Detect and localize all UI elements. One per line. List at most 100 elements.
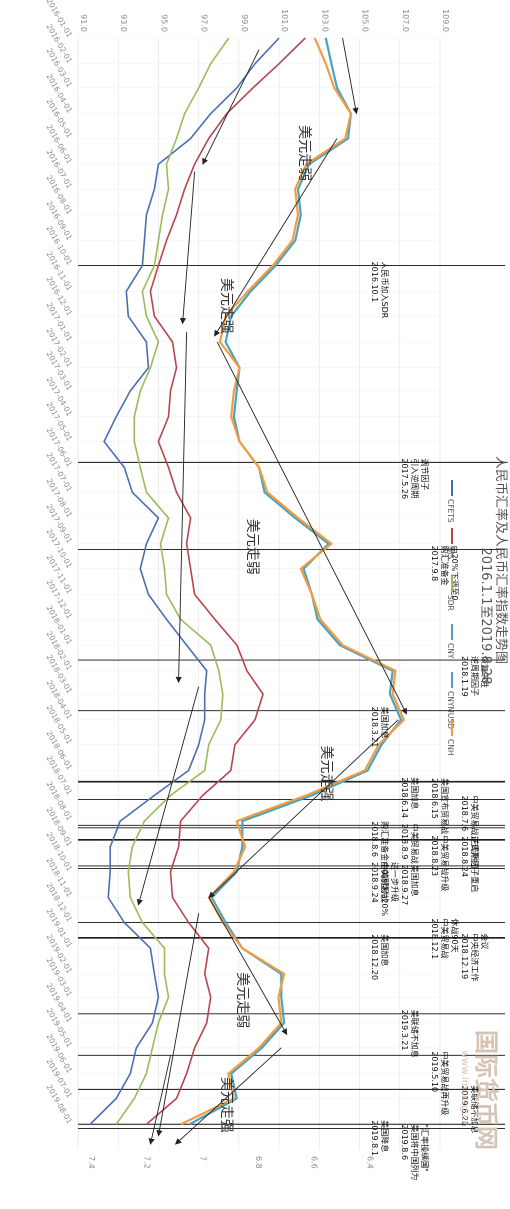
event-label: 2018.8.23 中美贸易战升级	[430, 835, 450, 891]
index-tick-label: 109.0	[441, 9, 450, 32]
event-label-line: 逆周期因子重启	[470, 836, 480, 892]
series-line-cnymusd	[189, 37, 402, 1126]
trend-arrow	[156, 913, 200, 1137]
event-label-line: 进一步升级	[390, 862, 400, 902]
event-label-line: 购汇准备金由0调整为20%	[380, 821, 390, 916]
event-label-line: 调节因子	[420, 458, 429, 490]
series-line-cny	[188, 37, 403, 1126]
rate-tick-label: 6.4	[365, 1156, 374, 1169]
event-label-line: 美国加息	[380, 707, 390, 739]
series-lines	[89, 37, 405, 1126]
event-label: 2018.8.6 购汇准备金由0调整为20%	[370, 821, 390, 916]
event-label-line: 引入逆周期	[410, 458, 420, 498]
legend-label: CFETS	[446, 499, 455, 523]
event-label: 2018.8.9 中美贸易战	[400, 824, 420, 864]
event-label-line: 恢复中性	[480, 656, 490, 688]
trend-label: 美元走弱	[244, 519, 260, 575]
watermark-name: 国际货币网	[472, 1030, 501, 1150]
index-tick-label: 91.0	[79, 14, 88, 32]
event-label-line: 2018.12.1	[430, 918, 439, 959]
event-label: 2019.5.10 中美贸易战再升级	[430, 1051, 450, 1115]
event-label-line: "汇率操纵国"	[420, 1124, 430, 1171]
index-tick-label: 105.0	[361, 9, 370, 32]
trend-arrow	[179, 171, 196, 325]
event-label: 2018.12.1 中美贸易战 休战90天	[430, 918, 460, 959]
date-axis-ticks: 2016-01-012016-02-012016-03-012016-04-01…	[44, 0, 74, 1125]
rate-axis-ticks: 7.4 7.2 7 6.8 6.6 6.4 6.2	[87, 1156, 430, 1169]
event-label-line: 2017.9.8	[430, 546, 439, 582]
event-label: 2018.12.20 美国加息	[370, 934, 390, 980]
event-label: 2018.1.19 逆周期因子 恢复中性	[460, 656, 490, 697]
event-label-line: 美国宣布贸易战	[440, 778, 450, 834]
trend-label: 美元走强	[218, 278, 234, 334]
event-label-line: 2018.3.21	[370, 707, 379, 748]
chart-title-group: 人民币汇率及人民币汇率指数走势图	[493, 456, 509, 664]
series-line-cfets	[89, 37, 280, 1125]
event-label-line: 2019.6.20	[460, 1085, 469, 1126]
legend-label: CNY	[446, 643, 455, 659]
chart-grid	[77, 37, 441, 1150]
rate-tick-label: 7	[198, 1156, 207, 1161]
event-label-line: 2018.8.6	[370, 821, 379, 857]
series-line-bis	[145, 37, 306, 1125]
chart-subtitle: 2016.1.1至2019.8.28	[478, 547, 493, 684]
event-label-line: 2019.5.10	[430, 1051, 439, 1092]
event-label: 2018.3.21 美国加息	[370, 707, 390, 748]
event-label: 2018.9.27 美国加息	[400, 864, 420, 905]
event-label-line: 中美贸易战	[440, 918, 450, 958]
event-label-line: 人民币加入SDR	[380, 262, 390, 319]
legend-label: CNH	[446, 739, 455, 756]
event-label-line: 美国将中国列为	[410, 1124, 420, 1180]
event-label-line: 2018.6.15	[430, 778, 439, 819]
event-label-line: 2018.8.23	[430, 835, 439, 876]
event-label-line: 逆周期因子	[470, 656, 480, 696]
event-label: 2018.6.14 美国加息	[400, 777, 420, 818]
event-label-line: 2019.3.21	[400, 1010, 409, 1051]
event-label-line: 2018.7.6	[460, 796, 469, 832]
event-label-line: 中美贸易战	[410, 824, 420, 864]
rate-tick-label: 7.4	[87, 1156, 96, 1169]
event-label-line: 美联储不加息	[470, 1085, 480, 1133]
index-tick-label: 97.0	[200, 14, 209, 32]
trend-arrow	[174, 1047, 282, 1145]
trend-label: 美元走弱	[296, 125, 312, 181]
event-label-line: 美国加息	[410, 777, 420, 809]
event-label-line: 2018.8.24	[460, 836, 469, 877]
event-label-line: 美国降息	[380, 1120, 390, 1152]
index-tick-label: 95.0	[159, 14, 168, 32]
event-label-line: 2018.1.19	[460, 656, 469, 697]
event-label-line: 2018.12.20	[370, 934, 379, 980]
event-label: 2018.6.15 美国宣布贸易战	[430, 778, 450, 834]
event-label: 2019.6.20 美联储不加息	[460, 1085, 480, 1133]
event-label-line: 2019.8.1	[370, 1120, 379, 1156]
event-label-line: 美国加息	[380, 934, 390, 966]
index-tick-label: 99.0	[240, 14, 249, 32]
event-label-line: 中美贸易战	[380, 862, 390, 902]
event-label-line: 中美贸易战升级	[440, 835, 450, 891]
trend-arrow	[175, 331, 188, 684]
rate-tick-label: 7.2	[143, 1156, 152, 1169]
watermark-url: www.imi.org.cn	[459, 1050, 470, 1127]
event-lines	[78, 265, 505, 1129]
trend-arrow	[148, 1055, 171, 1145]
legend-label: CNYMUSD	[446, 691, 455, 729]
event-label-line: 2018.12.19	[460, 933, 469, 979]
event-label: 2017.5.26 引入逆周期 调节因子	[400, 458, 429, 499]
event-label: 2018.12.19 中央经济工作 会议	[460, 933, 490, 981]
chart-legend: CFETS BIS SDR CNY CNYMUSD CNH	[446, 480, 455, 756]
rate-tick-label: 6.6	[310, 1156, 319, 1169]
chart-title: 人民币汇率及人民币汇率指数走势图	[493, 456, 509, 664]
trend-label: 美元走强	[318, 745, 334, 801]
trend-arrow	[342, 37, 359, 115]
index-axis-ticks: 91.0 93.0 95.0 97.0 99.0 101.0 103.0 105.0 107.0…	[79, 9, 450, 32]
event-label-line: 2019.8.6	[400, 1124, 409, 1160]
event-label: 2017.9.8 购汇准备金 由20%下调至0	[430, 546, 460, 601]
event-label-line: 中央经济工作	[470, 933, 480, 981]
event-label-line: 2018.8.9	[400, 824, 409, 860]
index-tick-label: 107.0	[401, 9, 410, 32]
event-label: 2019.8.1 美国降息	[370, 1120, 390, 1156]
legend-label: SDR	[446, 595, 455, 611]
event-label-line: 由20%下调至0	[450, 546, 460, 601]
